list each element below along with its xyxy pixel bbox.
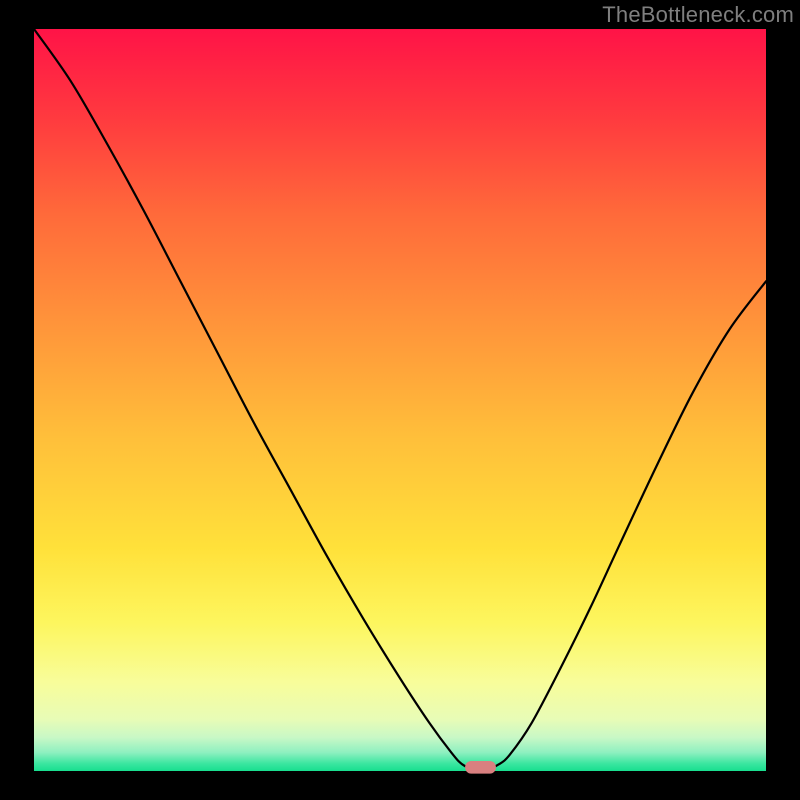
- chart-root: TheBottleneck.com: [0, 0, 800, 800]
- bottleneck-chart: [0, 0, 800, 800]
- watermark-text: TheBottleneck.com: [602, 2, 794, 28]
